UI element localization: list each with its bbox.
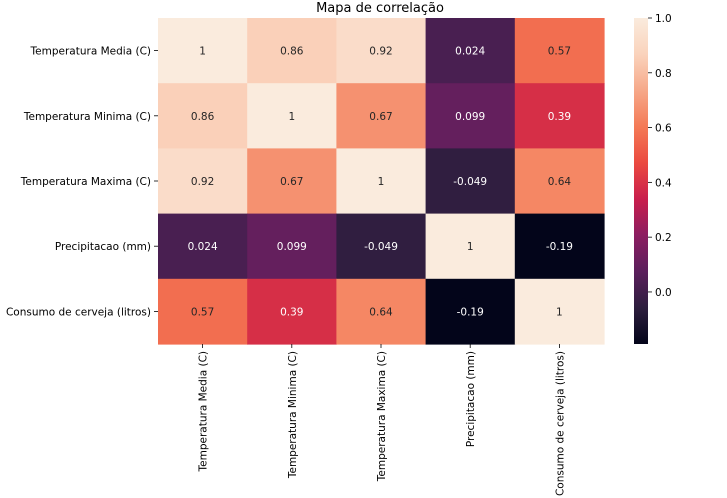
heatmap-cell <box>425 83 516 149</box>
cell-annotation: 0.57 <box>191 306 214 318</box>
heatmap-cell <box>247 148 337 215</box>
cell-annotation: -0.049 <box>453 176 487 188</box>
column-label: Temperatura Media (C) <box>198 351 210 472</box>
cell-annotation: 0.099 <box>455 111 485 123</box>
cell-annotation: 0.39 <box>280 306 303 318</box>
heatmap-cell <box>158 278 248 345</box>
colorbar-tick-label: 0.6 <box>655 123 672 135</box>
cell-annotation: 0.024 <box>455 46 485 58</box>
heatmap-cells: 1 0.86 0.92 0.024 0.57 0.86 1 0.67 0.099 0.39 0.92… <box>158 18 605 345</box>
heatmap-cell <box>514 148 605 215</box>
heatmap-cell <box>336 83 427 149</box>
heatmap-cell <box>336 148 427 215</box>
heatmap-cell <box>514 18 605 84</box>
heatmap-cell <box>336 213 427 280</box>
heatmap-cell <box>247 18 337 84</box>
colorbar-tick-label: 0.8 <box>655 68 672 80</box>
heatmap-cell <box>158 148 248 215</box>
heatmap-cell <box>425 18 516 84</box>
row-label: Temperatura Maxima (C) <box>20 176 151 188</box>
chart-title: Mapa de correlação <box>316 1 444 16</box>
cell-annotation: 1 <box>288 111 295 123</box>
row-labels: Temperatura Media (C) Temperatura Minima … <box>6 46 158 318</box>
heatmap-cell <box>425 213 516 280</box>
heatmap-cell <box>514 213 605 280</box>
row-label: Consumo de cerveja (litros) <box>6 306 151 318</box>
column-label: Temperatura Maxima (C) <box>376 351 388 482</box>
column-label: Consumo de cerveja (litros) <box>554 351 566 496</box>
heatmap-cell <box>247 83 337 149</box>
cell-annotation: 0.099 <box>277 241 307 253</box>
cell-annotation: 1 <box>199 46 206 58</box>
cell-annotation: 0.57 <box>548 46 571 58</box>
heatmap-cell <box>336 18 427 84</box>
cell-annotation: 0.86 <box>191 111 215 123</box>
cell-annotation: 1 <box>378 176 385 188</box>
colorbar-tick-label: 1.0 <box>655 13 672 25</box>
cell-annotation: -0.049 <box>364 241 398 253</box>
cell-annotation: 0.64 <box>548 176 572 188</box>
cell-annotation: 0.67 <box>369 111 392 123</box>
row-label: Temperatura Media (C) <box>30 46 151 58</box>
colorbar-tick-label: 0.2 <box>655 232 672 244</box>
heatmap-cell <box>247 213 337 280</box>
heatmap-cell <box>514 278 605 345</box>
colorbar-tick-label: 0.4 <box>655 177 672 189</box>
cell-annotation: 0.64 <box>369 306 393 318</box>
cell-annotation: -0.19 <box>546 241 573 253</box>
cell-annotation: 0.86 <box>280 46 304 58</box>
cell-annotation: 0.67 <box>280 176 303 188</box>
heatmap-cell <box>158 18 248 84</box>
row-label: Temperatura Minima (C) <box>23 111 151 123</box>
column-label: Temperatura Minima (C) <box>287 351 299 479</box>
heatmap-cell <box>425 278 516 345</box>
heatmap-cell <box>247 278 337 345</box>
column-labels: Temperatura Media (C) Temperatura Minima … <box>198 344 566 496</box>
column-label: Precipitacao (mm) <box>465 351 477 447</box>
heatmap-cell <box>158 213 248 280</box>
colorbar-gradient <box>634 18 648 344</box>
cell-annotation: 1 <box>467 241 474 253</box>
heatmap-cell <box>514 83 605 149</box>
cell-annotation: 1 <box>556 306 563 318</box>
cell-annotation: 0.39 <box>548 111 571 123</box>
cell-annotation: -0.19 <box>457 306 484 318</box>
row-label: Precipitacao (mm) <box>55 241 151 253</box>
cell-annotation: 0.024 <box>188 241 218 253</box>
colorbar: 0.0 0.2 0.4 0.6 0.8 1.0 <box>634 13 672 344</box>
heatmap-cell <box>158 83 248 149</box>
heatmap-cell <box>336 278 427 345</box>
cell-annotation: 0.92 <box>191 176 214 188</box>
colorbar-tick-label: 0.0 <box>655 287 672 299</box>
heatmap-cell <box>425 148 516 215</box>
cell-annotation: 0.92 <box>369 46 392 58</box>
